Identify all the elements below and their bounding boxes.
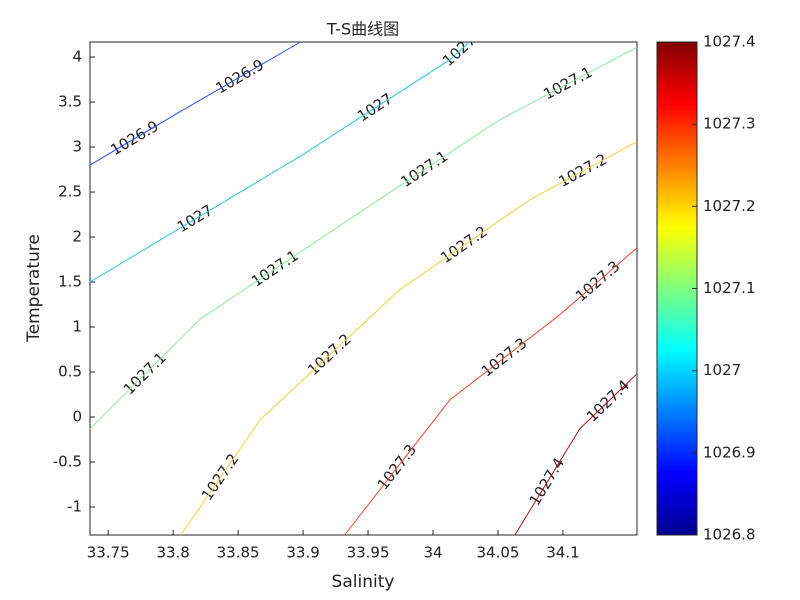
colorbar-tick-label: 1026.8 [703, 526, 756, 544]
contour-line [344, 247, 638, 536]
colorbar [656, 41, 698, 536]
chart-title: T-S曲线图 [326, 20, 399, 39]
y-tick-label: 3 [72, 138, 82, 156]
y-axis-label: Temperature [24, 234, 44, 343]
contour-line [180, 141, 638, 536]
contour-line [89, 41, 470, 283]
y-tick-label: 2 [72, 228, 82, 246]
y-tick-label: -1 [67, 498, 82, 516]
colorbar-tick-label: 1027.2 [703, 197, 756, 215]
colorbar-tick-label: 1026.9 [703, 443, 756, 461]
contour-line [89, 41, 301, 166]
contour-line [514, 373, 638, 536]
x-tick-label: 33.8 [156, 544, 189, 562]
colorbar-tick-label: 1027.4 [703, 33, 756, 51]
x-tick-label: 33.75 [87, 544, 130, 562]
x-tick-label: 34.1 [546, 544, 579, 562]
y-tick-label: 2.5 [58, 183, 82, 201]
colorbar-tick-label: 1027.1 [703, 279, 756, 297]
plot-area [89, 41, 638, 536]
colorbar-tick-label: 1027 [703, 361, 741, 379]
y-tick-label: 3.5 [58, 93, 82, 111]
y-tick-label: 0.5 [58, 363, 82, 381]
contour-line [89, 46, 638, 430]
x-tick-label: 33.85 [217, 544, 260, 562]
x-tick-label: 34 [423, 544, 442, 562]
y-tick-label: 4 [72, 48, 82, 66]
colorbar-tick-label: 1027.3 [703, 115, 756, 133]
x-tick-label: 33.9 [286, 544, 319, 562]
x-tick-label: 33.95 [347, 544, 390, 562]
y-tick-label: 1.5 [58, 273, 82, 291]
x-tick-label: 34.05 [476, 544, 519, 562]
y-tick-label: 0 [72, 408, 82, 426]
y-tick-label: 1 [72, 318, 82, 336]
y-tick-label: -0.5 [53, 453, 82, 471]
x-axis-label: Salinity [332, 572, 395, 592]
